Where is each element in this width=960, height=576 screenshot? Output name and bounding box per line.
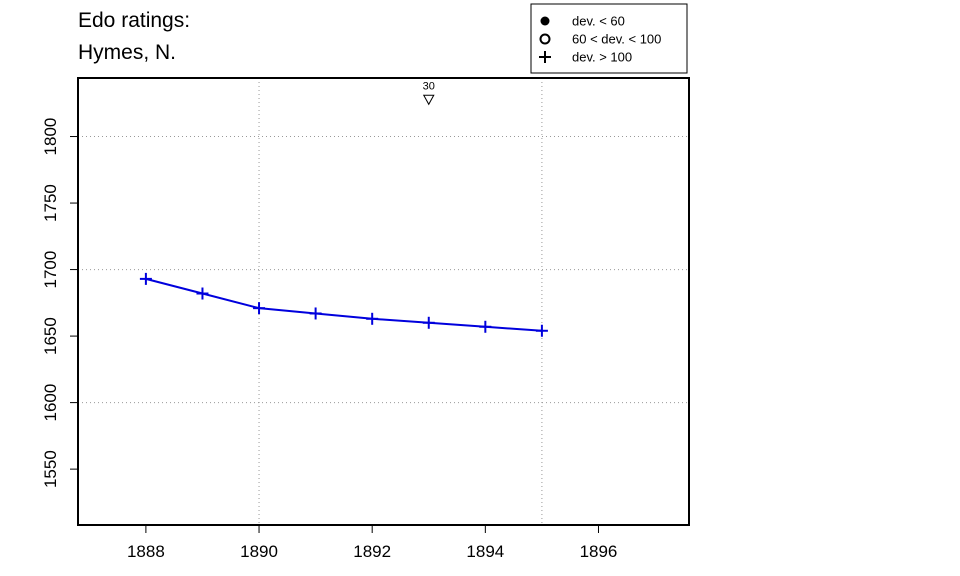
open-circle-icon bbox=[539, 33, 551, 45]
legend-entry-label: 60 < dev. < 100 bbox=[572, 32, 661, 47]
triangle-down-icon bbox=[422, 94, 435, 106]
x-tick-label: 1890 bbox=[240, 542, 278, 561]
x-tick-label: 1896 bbox=[580, 542, 618, 561]
grid-lines bbox=[78, 78, 689, 525]
legend: dev. < 60 60 < dev. < 100 dev. > 100 bbox=[530, 3, 688, 74]
y-tick-label: 1600 bbox=[41, 384, 60, 422]
chart-title-line-1: Edo ratings: bbox=[78, 9, 191, 32]
y-tick-label: 1750 bbox=[41, 184, 60, 222]
plot-frame bbox=[77, 77, 690, 526]
legend-entry-label: dev. < 60 bbox=[572, 14, 625, 29]
y-tick-label: 1700 bbox=[41, 251, 60, 289]
data-point-plus-marker bbox=[139, 272, 152, 285]
data-point-plus-marker bbox=[196, 287, 209, 300]
data-point-plus-marker bbox=[479, 320, 492, 333]
y-axis: 1550 1600 1650 1700 1750 1800 bbox=[41, 118, 78, 488]
data-point-plus-marker bbox=[309, 307, 322, 320]
data-point-plus-marker bbox=[422, 316, 435, 329]
data-point-plus-marker bbox=[253, 302, 266, 315]
series-line bbox=[145, 277, 542, 332]
plus-icon bbox=[539, 51, 551, 63]
annotation-label: 30 bbox=[423, 80, 435, 92]
data-point-plus-marker bbox=[535, 324, 548, 337]
legend-entry-label: dev. > 100 bbox=[572, 50, 632, 65]
x-axis: 1888 1890 1892 1894 1896 bbox=[127, 525, 617, 561]
filled-circle-icon bbox=[540, 16, 550, 26]
x-tick-label: 1888 bbox=[127, 542, 165, 561]
annotations: 30 bbox=[422, 80, 435, 106]
legend-box bbox=[530, 3, 688, 74]
x-tick-label: 1894 bbox=[466, 542, 504, 561]
series bbox=[139, 272, 548, 337]
y-tick-label: 1650 bbox=[41, 317, 60, 355]
chart-title-line-2: Hymes, N. bbox=[78, 41, 177, 64]
x-tick-label: 1892 bbox=[353, 542, 391, 561]
y-tick-label: 1550 bbox=[41, 450, 60, 488]
data-point-plus-marker bbox=[366, 312, 379, 325]
y-tick-label: 1800 bbox=[41, 118, 60, 156]
